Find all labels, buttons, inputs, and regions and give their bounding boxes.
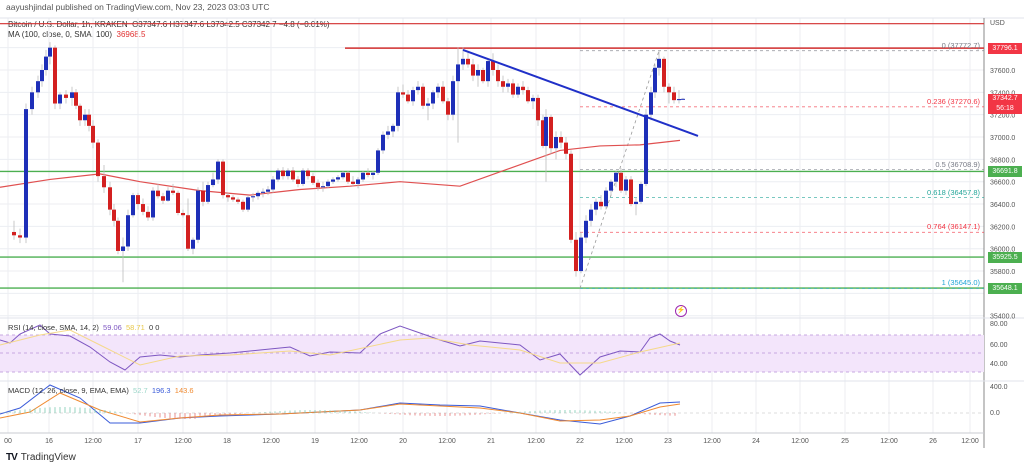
svg-text:25: 25 [841, 438, 849, 445]
macd-label: MACD (12, 26, close, 9, EMA, EMA) [8, 386, 129, 395]
svg-text:22: 22 [576, 438, 584, 445]
price-tag: 35925.5 [988, 252, 1022, 264]
ma-legend[interactable]: MA (100, close, 0, SMA, 100) 36968.5 [8, 30, 145, 39]
svg-text:36600.0: 36600.0 [990, 180, 1015, 187]
fib-level-label: 0.764 (36147.1) [927, 222, 980, 232]
rsi-legend[interactable]: RSI (14, close, SMA, 14, 2) 59.06 58.71 … [8, 323, 159, 332]
tradingview-logo-icon: TV [6, 452, 18, 463]
price-tag: 35648.1 [988, 283, 1022, 295]
svg-text:12:00: 12:00 [527, 438, 545, 445]
macd-hist-value: 52.7 [133, 386, 148, 395]
price-tag: 37796.1 [988, 43, 1022, 55]
svg-text:12:00: 12:00 [791, 438, 809, 445]
publisher-note: aayushjindal published on TradingView.co… [6, 2, 270, 12]
symbol-legend: Bitcoin / U.S. Dollar, 1h, KRAKEN O37347… [8, 20, 330, 29]
svg-text:40.00: 40.00 [990, 361, 1008, 368]
svg-text:37200.0: 37200.0 [990, 113, 1015, 120]
svg-text:21: 21 [487, 438, 495, 445]
svg-text:12:00: 12:00 [174, 438, 192, 445]
rsi-label: RSI (14, close, SMA, 14, 2) [8, 323, 99, 332]
svg-text:60.00: 60.00 [990, 342, 1008, 349]
svg-text:16: 16 [45, 438, 53, 445]
fib-level-label: 0.5 (36708.9) [935, 159, 980, 169]
svg-text:19: 19 [311, 438, 319, 445]
lightning-alert-icon[interactable]: ⚡ [675, 305, 687, 317]
svg-text:12:00: 12:00 [438, 438, 456, 445]
svg-text:12:00: 12:00 [961, 438, 979, 445]
svg-text:18: 18 [223, 438, 231, 445]
macd-signal-value: 143.6 [174, 386, 194, 395]
macd-legend[interactable]: MACD (12, 26, close, 9, EMA, EMA) 52.7 1… [8, 386, 194, 395]
svg-text:00: 00 [4, 438, 12, 445]
rsi-value: 59.06 [103, 323, 122, 332]
svg-text:12:00: 12:00 [615, 438, 633, 445]
svg-text:23: 23 [664, 438, 672, 445]
rsi-extra: 0 0 [148, 323, 160, 332]
symbol-name[interactable]: Bitcoin / U.S. Dollar, 1h, KRAKEN [8, 20, 128, 29]
ma-label: MA (100, close, 0, SMA, 100) [8, 30, 113, 39]
price-tag: 36691.8 [988, 166, 1022, 178]
svg-text:12:00: 12:00 [84, 438, 102, 445]
price-tag: 37342.7 56:18 [988, 93, 1022, 114]
svg-text:0.0: 0.0 [990, 410, 1000, 417]
fib-level-label: 0 (37772.7) [941, 40, 980, 50]
ma-value: 36968.5 [116, 30, 146, 39]
svg-text:37000.0: 37000.0 [990, 135, 1015, 142]
svg-text:12:00: 12:00 [880, 438, 898, 445]
svg-text:12:00: 12:00 [262, 438, 280, 445]
rsi-sma-value: 58.71 [126, 323, 145, 332]
fib-level-label: 0.618 (36457.8) [927, 187, 980, 197]
svg-text:12:00: 12:00 [703, 438, 721, 445]
svg-text:37600.0: 37600.0 [990, 68, 1015, 75]
svg-text:36800.0: 36800.0 [990, 157, 1015, 164]
ohlc-values: O37347.6 H37347.6 L37342.5 C37342.7 −4.8… [132, 20, 330, 29]
svg-text:24: 24 [752, 438, 760, 445]
macd-value: 196.3 [151, 386, 171, 395]
svg-text:36400.0: 36400.0 [990, 202, 1015, 209]
svg-text:12:00: 12:00 [350, 438, 368, 445]
tradingview-brand[interactable]: TV TradingView [6, 452, 76, 463]
brand-name: TradingView [20, 452, 76, 463]
svg-text:20: 20 [399, 438, 407, 445]
svg-text:35400.0: 35400.0 [990, 314, 1015, 321]
svg-text:26: 26 [929, 438, 937, 445]
fib-level-label: 1 (35645.0) [941, 278, 980, 288]
svg-text:36000.0: 36000.0 [990, 247, 1015, 254]
currency-label: USD [990, 20, 1005, 27]
svg-text:400.0: 400.0 [990, 384, 1008, 391]
svg-text:80.00: 80.00 [990, 321, 1008, 328]
svg-text:36200.0: 36200.0 [990, 224, 1015, 231]
svg-text:35800.0: 35800.0 [990, 269, 1015, 276]
fib-level-label: 0.236 (37270.6) [927, 96, 980, 106]
svg-text:17: 17 [134, 438, 142, 445]
